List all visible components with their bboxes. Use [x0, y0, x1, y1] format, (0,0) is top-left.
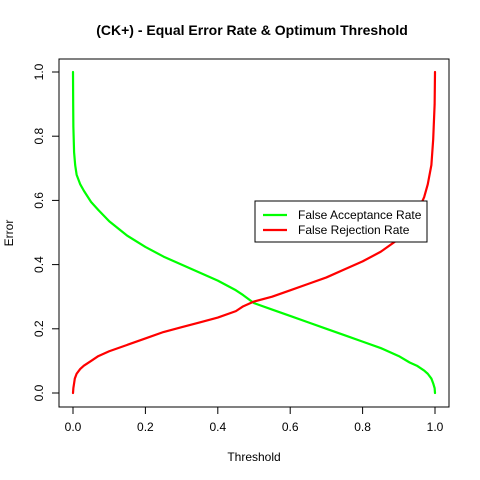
y-tick-label: 0.8 — [32, 128, 46, 145]
y-tick-label: 0.0 — [32, 384, 46, 401]
y-tick-label: 0.2 — [32, 320, 46, 337]
y-tick-label: 1.0 — [32, 63, 46, 80]
y-tick-label: 0.6 — [32, 192, 46, 209]
x-tick-label: 0.4 — [209, 420, 226, 434]
chart-title: (CK+) - Equal Error Rate & Optimum Thres… — [96, 22, 408, 38]
x-axis-label: Threshold — [227, 450, 280, 464]
x-tick-label: 0.8 — [354, 420, 371, 434]
legend-label: False Rejection Rate — [298, 223, 410, 237]
x-tick-label: 0.0 — [65, 420, 82, 434]
y-tick-label: 0.4 — [32, 256, 46, 273]
legend-label: False Acceptance Rate — [298, 208, 422, 222]
x-tick-label: 0.2 — [137, 420, 154, 434]
x-tick-label: 0.6 — [282, 420, 299, 434]
y-axis-label: Error — [2, 220, 16, 247]
x-tick-label: 1.0 — [427, 420, 444, 434]
